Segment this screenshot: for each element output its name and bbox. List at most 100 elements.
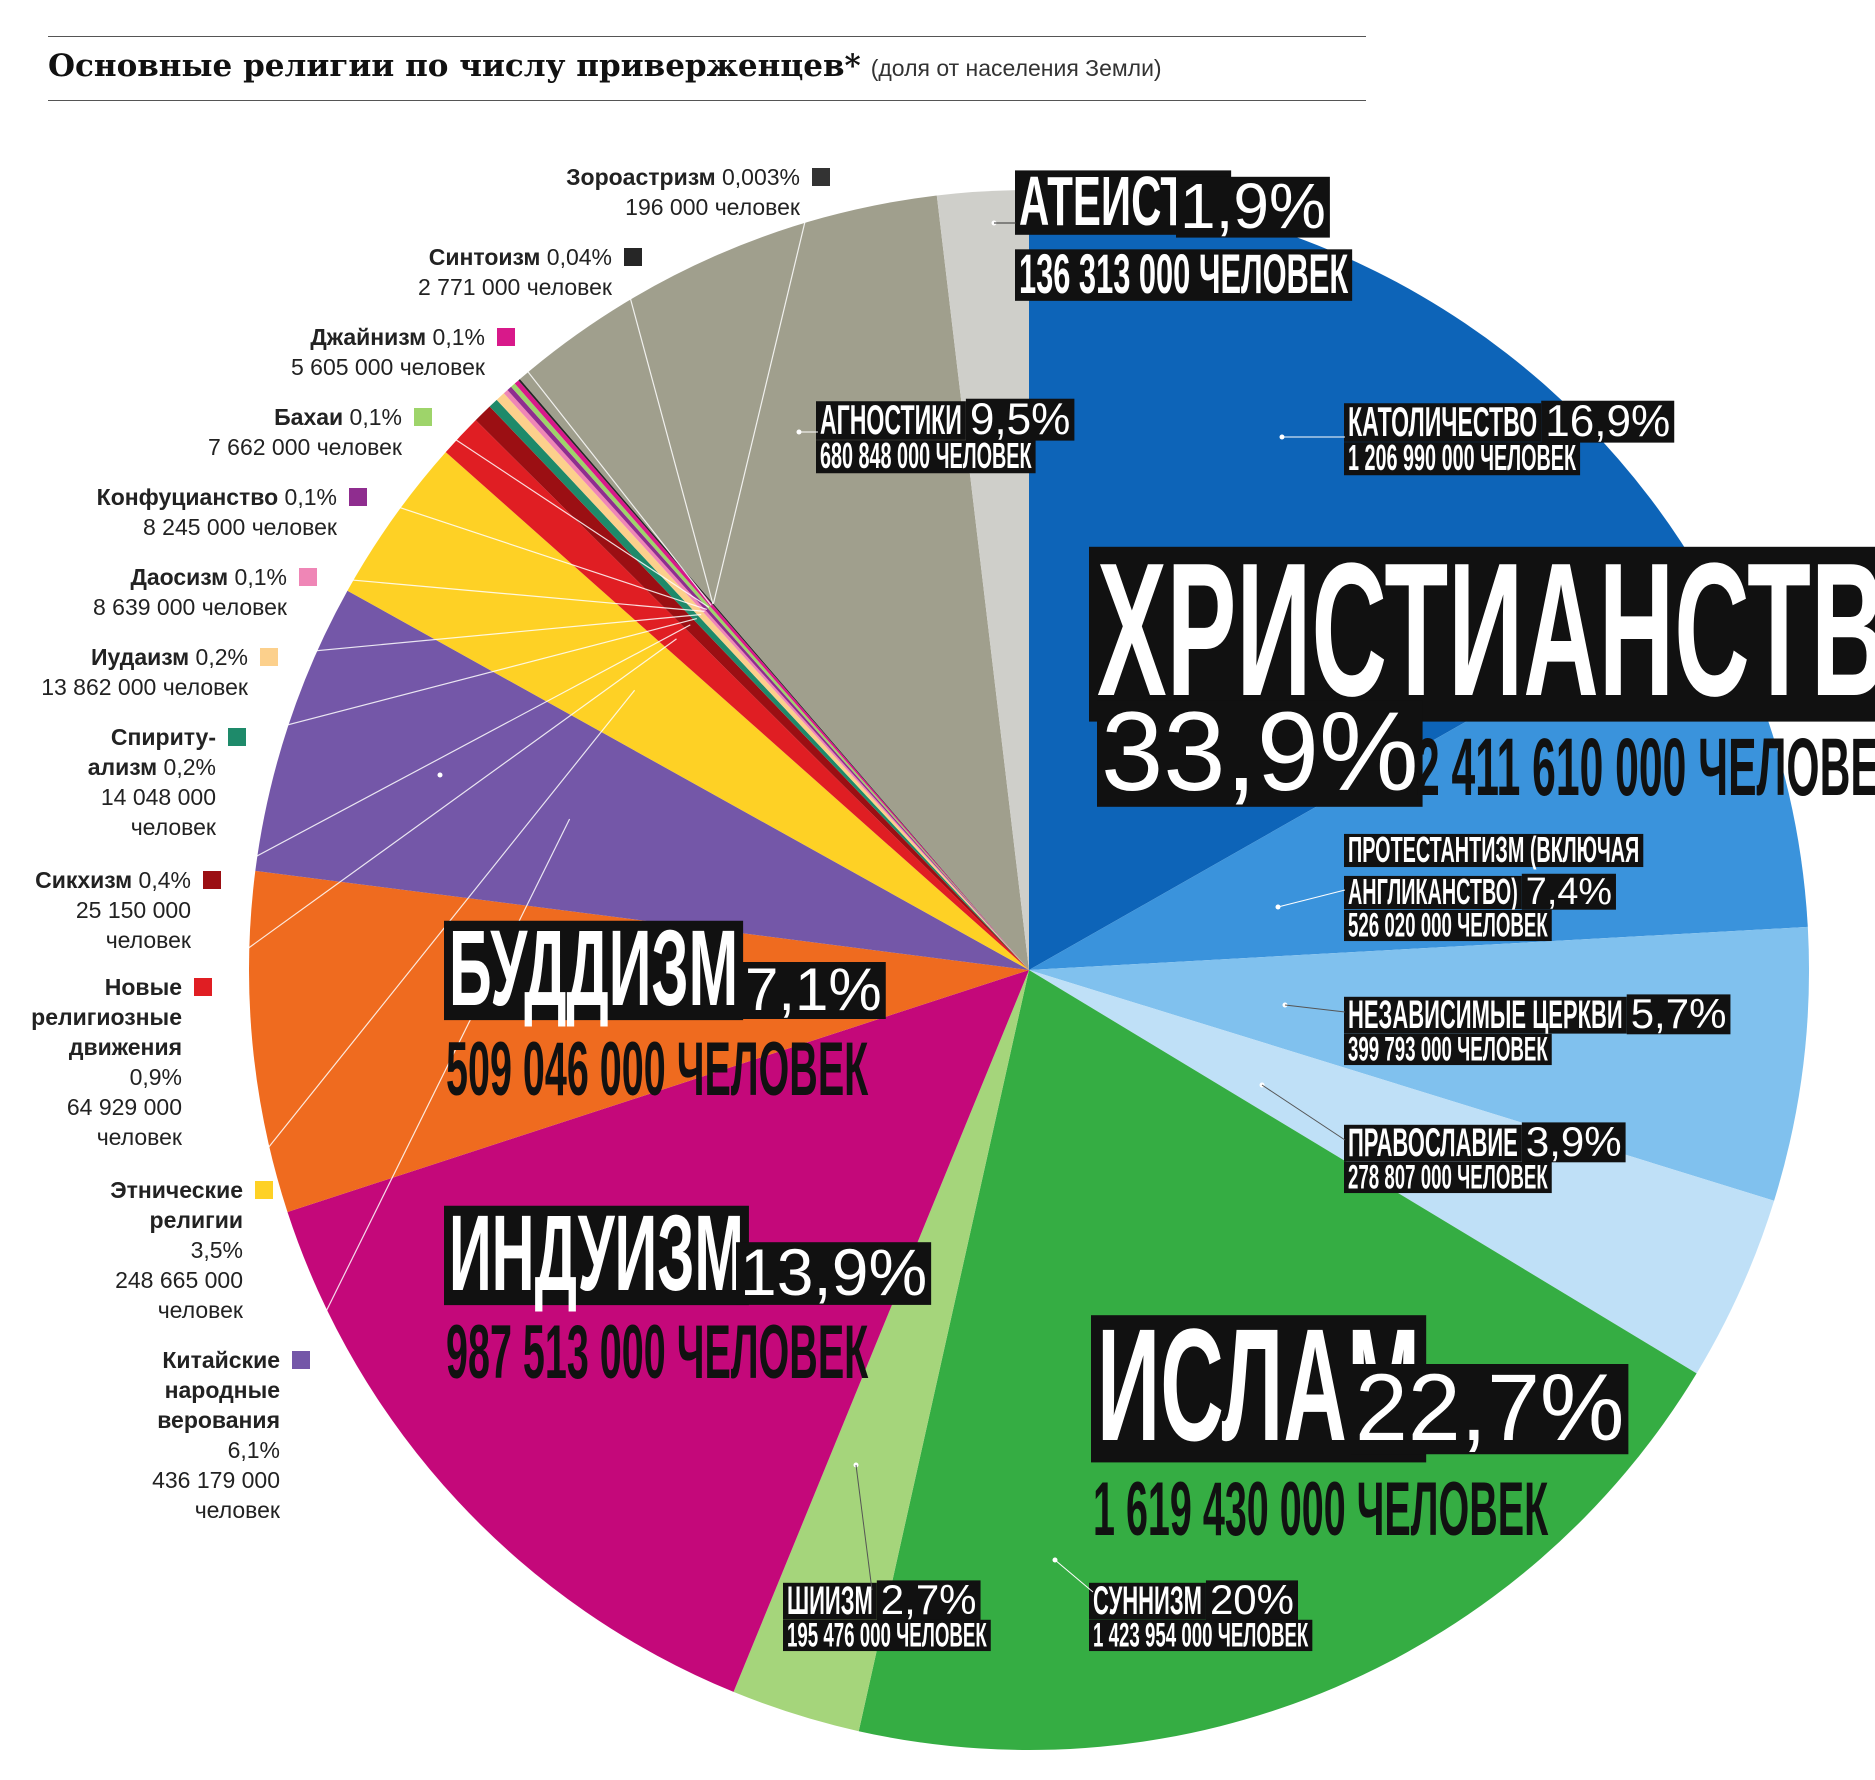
subgroup-protestantism-name2: АНГЛИКАНСТВО) — [1344, 873, 1522, 913]
subgroup-sunnism-people-text: 1 423 954 000 ЧЕЛОВЕК — [1093, 1615, 1309, 1653]
legend-swatch — [624, 248, 642, 266]
legend-text: 2 771 000 человек — [418, 274, 613, 300]
legend-item-6: Даосизм 0,1% 8 639 000 человек — [93, 564, 317, 620]
group-christianity-percent-text: 33,9% — [1101, 689, 1419, 814]
legend-item-9: Сикхизм 0,4% 25 150 000 человек — [35, 867, 221, 953]
pie-slice-новые-религиозные-движения — [445, 420, 1029, 970]
group-atheists-people-bg — [1015, 249, 1353, 301]
subgroup-agnostics-people: 680 848 000 ЧЕЛОВЕК — [816, 437, 1036, 477]
legend-item-2: Синтоизм 0,04% 2 771 000 человек — [418, 244, 642, 300]
subgroup-shiism-percent-text: 2,7% — [881, 1576, 977, 1623]
group-buddhism-percent-bg — [741, 962, 886, 1019]
legend-text: 13 862 000 человек — [41, 674, 249, 700]
subgroup-catholicism-people-bg — [1344, 442, 1581, 476]
legend-name: народные — [165, 1377, 280, 1403]
leader-китайские-народные-верования — [306, 818, 571, 1351]
group-labels: ХРИСТИАНСТВО33,9%2 411 610 000 ЧЕЛОВЕК ИС… — [444, 163, 1875, 1551]
legend-text: Бахаи 0,1% — [274, 404, 402, 430]
legend-name: Сикхизм — [35, 867, 132, 893]
leader-синтоизм — [619, 259, 714, 605]
leader-lines — [206, 179, 816, 1351]
subgroup-independent-churches-percent-text: 5,7% — [1631, 990, 1727, 1037]
subgroup-orthodoxy-people-bg — [1344, 1161, 1552, 1194]
legend-swatch — [255, 1181, 273, 1199]
legend-text: 8 245 000 человек — [143, 514, 338, 540]
legend-item-5: Конфуцианство 0,1% 8 245 000 человек — [97, 484, 367, 540]
legend-swatch — [260, 648, 278, 666]
leader-новые-религиозные-движения — [206, 638, 677, 979]
chart-title-row: Основные религии по числу приверженцев* (… — [48, 48, 1162, 84]
subgroup-shiism-percent: 2,7% — [876, 1576, 981, 1623]
group-hinduism-percent-bg — [736, 1242, 932, 1305]
leader-сикхизм — [211, 624, 691, 881]
group-hinduism-percent: 13,9% — [736, 1235, 932, 1309]
subgroup-sunnism-name: СУННИЗМ — [1089, 1578, 1206, 1623]
legend-swatch — [299, 568, 317, 586]
group-atheists-people: 136 313 000 ЧЕЛОВЕК — [1015, 242, 1353, 305]
group-islam-percent-bg — [1351, 1364, 1629, 1455]
legend-text: религиозные — [31, 1004, 182, 1030]
legend-name: Бахаи — [274, 404, 343, 430]
legend-item-12: Китайские народные верования 6,1% 436 179 00… — [152, 1347, 310, 1523]
group-christianity-percent-bg — [1097, 700, 1423, 807]
leader-конфуцианство — [367, 496, 707, 610]
legend-value: 0,1% — [228, 564, 287, 590]
leader-спиритуализм — [240, 618, 697, 738]
subgroup-catholicism-people: 1 206 990 000 ЧЕЛОВЕК — [1344, 439, 1581, 479]
pie-slice-агностики — [519, 195, 1029, 971]
subgroup-independent-churches-percent: 5,7% — [1626, 990, 1731, 1037]
leader-даосизм — [317, 576, 705, 612]
subgroup-label-catholicism: КАТОЛИЧЕСТВО 16,9%1 206 990 000 ЧЕЛОВЕК — [1344, 397, 1675, 479]
legend-value: 0,1% — [278, 484, 337, 510]
group-hinduism-name-text: ИНДУИЗМ — [449, 1193, 744, 1313]
subgroup-catholicism-percent-bg — [1541, 400, 1675, 443]
legend-text: Сикхизм 0,4% — [35, 867, 191, 893]
subgroup-sunnism-name-bg — [1089, 1582, 1206, 1620]
legend-text: 25 150 000 — [76, 897, 191, 923]
subgroup-label-orthodoxy: ПРАВОСЛАВИЕ 3,9%278 807 000 ЧЕЛОВЕК — [1344, 1118, 1626, 1196]
pie-slice-китайские-народные-верования — [255, 590, 1029, 970]
subgroup-independent-churches-people: 399 793 000 ЧЕЛОВЕК — [1344, 1029, 1552, 1068]
subgroup-orthodoxy-name-bg — [1344, 1124, 1522, 1162]
legend-text: религии — [150, 1207, 243, 1233]
leader-shiism — [855, 1464, 873, 1591]
subgroup-agnostics-name-bg — [816, 401, 966, 440]
legend-name: религии — [150, 1207, 243, 1233]
legend-name: Этнические — [110, 1177, 243, 1203]
group-atheists-percent-text: 1,9% — [1180, 170, 1326, 242]
leader-бахаи — [425, 419, 710, 608]
chart-subtitle: (доля от населения Земли) — [870, 55, 1162, 81]
group-buddhism-people: 509 046 000 ЧЕЛОВЕК — [446, 1026, 869, 1111]
legend-name: Синтоизм — [429, 244, 541, 270]
subgroup-sunnism-people-bg — [1089, 1619, 1313, 1652]
pie-slice-зороастризм — [519, 378, 1029, 970]
pie-slice-индуизм — [287, 970, 1030, 1692]
subgroup-protestantism-percent-text: 7,4% — [1526, 871, 1612, 913]
legend-text: человек — [106, 927, 192, 953]
group-atheists-people-text: 136 313 000 ЧЕЛОВЕК — [1019, 242, 1348, 305]
subgroup-shiism-name: ШИИЗМ — [783, 1578, 877, 1623]
subgroup-shiism-percent-bg — [876, 1580, 981, 1621]
legend-item-11: Этнические религии 3,5% 248 665 000 человек — [110, 1177, 273, 1323]
legend-swatch — [292, 1351, 310, 1369]
legend-text: движения — [69, 1034, 182, 1060]
legend-text: человек — [158, 1297, 244, 1323]
subgroup-catholicism-people-text: 1 206 990 000 ЧЕЛОВЕК — [1348, 439, 1576, 479]
legend-name: верования — [157, 1407, 280, 1433]
subgroup-orthodoxy-percent-text: 3,9% — [1526, 1118, 1622, 1165]
subgroup-protestantism-percent: 7,4% — [1521, 871, 1616, 913]
group-buddhism-name-text: БУДДИЗМ — [449, 908, 738, 1028]
legend-value: 0,1% — [343, 404, 402, 430]
legend-text: 3,5% — [191, 1237, 243, 1263]
subgroup-independent-churches-percent-bg — [1626, 994, 1731, 1035]
legend-text: 8 639 000 человек — [93, 594, 288, 620]
legend-swatch — [203, 871, 221, 889]
legend-text: народные — [165, 1377, 280, 1403]
pie-slice-джайнизм — [514, 380, 1029, 971]
legend-value: 0,4% — [132, 867, 191, 893]
legend-name: ализм — [88, 754, 157, 780]
subgroup-orthodoxy-percent: 3,9% — [1521, 1118, 1626, 1165]
